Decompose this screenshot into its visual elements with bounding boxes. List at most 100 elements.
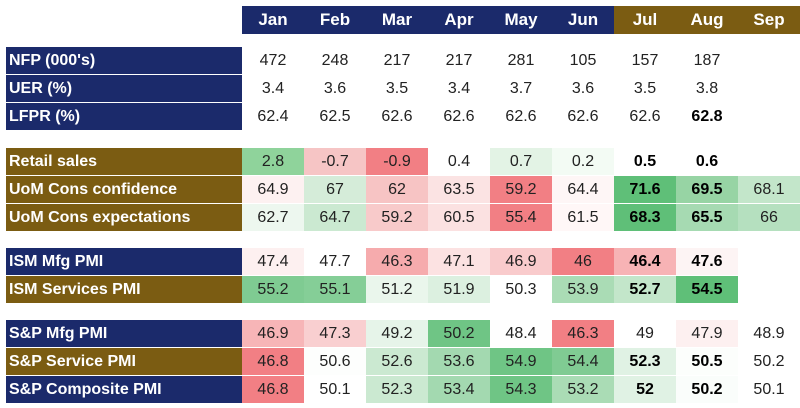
data-cell: 66	[738, 204, 800, 231]
data-cell: 53.6	[428, 348, 490, 375]
data-cell: 54.9	[490, 348, 552, 375]
data-cell: 67	[304, 176, 366, 203]
data-cell: 59.2	[366, 204, 428, 231]
data-cell: 46.9	[242, 320, 304, 347]
month-header: Sep	[738, 6, 800, 34]
data-cell: 52	[614, 376, 676, 403]
data-cell: 472	[259, 51, 287, 69]
data-cell: 157	[631, 51, 659, 69]
data-cell: 68.1	[738, 176, 800, 203]
data-cell: 65.5	[676, 204, 738, 231]
data-cell: 50.6	[304, 348, 366, 375]
data-cell: 62.8	[691, 107, 723, 125]
data-cell: 50.2	[428, 320, 490, 347]
data-cell: 3.4	[447, 79, 471, 97]
month-header: Aug	[676, 6, 738, 34]
data-cell: 46.4	[614, 248, 676, 275]
row-label: ISM Services PMI	[6, 276, 242, 303]
data-cell: 51.9	[428, 276, 490, 303]
data-cell: 46.9	[490, 248, 552, 275]
month-header: May	[490, 6, 552, 34]
data-cell: 62.4	[257, 107, 289, 125]
data-cell: 51.2	[366, 276, 428, 303]
row-label: Retail sales	[6, 148, 242, 175]
data-cell: 52.3	[366, 376, 428, 403]
data-cell: 62.6	[629, 107, 661, 125]
row-label: UoM Cons confidence	[6, 176, 242, 203]
data-cell: 50.1	[304, 376, 366, 403]
data-cell: 69.5	[676, 176, 738, 203]
data-cell: 60.5	[428, 204, 490, 231]
data-cell: 0.4	[428, 148, 490, 175]
data-cell: 0.2	[552, 148, 614, 175]
data-cell: 46.8	[242, 376, 304, 403]
data-cell: 64.9	[242, 176, 304, 203]
data-cell: 50.5	[676, 348, 738, 375]
data-cell: 2.8	[242, 148, 304, 175]
data-cell: 63.5	[428, 176, 490, 203]
data-cell: 54.4	[552, 348, 614, 375]
data-cell: 52.3	[614, 348, 676, 375]
data-cell	[738, 248, 800, 275]
data-cell	[738, 276, 800, 303]
data-cell: 46.3	[366, 248, 428, 275]
data-cell: 187	[693, 51, 721, 69]
data-cell: 53.9	[552, 276, 614, 303]
data-cell: 46.3	[552, 320, 614, 347]
data-cell: 3.6	[571, 79, 595, 97]
data-cell: 3.8	[695, 79, 719, 97]
data-cell: 71.6	[614, 176, 676, 203]
data-cell: -0.7	[304, 148, 366, 175]
data-cell: 105	[569, 51, 597, 69]
data-cell: 54.3	[490, 376, 552, 403]
data-cell: 62	[366, 176, 428, 203]
row-label: S&P Mfg PMI	[6, 320, 242, 347]
data-cell: 0.6	[695, 152, 719, 170]
data-cell: 0.7	[490, 148, 552, 175]
data-cell: 0.5	[633, 152, 657, 170]
data-cell: 64.7	[304, 204, 366, 231]
data-cell: 3.5	[633, 79, 657, 97]
data-cell: 55.4	[490, 204, 552, 231]
data-cell: 55.1	[304, 276, 366, 303]
data-cell	[738, 47, 800, 74]
data-cell: 46	[552, 248, 614, 275]
data-cell: 52.6	[366, 348, 428, 375]
data-cell: 50.2	[738, 348, 800, 375]
data-cell: 47.9	[676, 320, 738, 347]
month-header: Jun	[552, 6, 614, 34]
month-header: Jul	[614, 6, 676, 34]
data-cell: 49	[614, 320, 676, 347]
month-header: Jan	[242, 6, 304, 34]
data-cell: 64.4	[552, 176, 614, 203]
month-header: Apr	[428, 6, 490, 34]
month-header: Feb	[304, 6, 366, 34]
data-cell: 61.5	[552, 204, 614, 231]
data-cell: 53.4	[428, 376, 490, 403]
data-cell	[738, 103, 800, 130]
data-cell: 217	[445, 51, 473, 69]
data-cell	[738, 148, 800, 175]
row-label: UER (%)	[6, 75, 242, 102]
data-cell	[738, 75, 800, 102]
data-cell: 62.5	[319, 107, 351, 125]
data-cell: 3.4	[261, 79, 285, 97]
data-cell: 50.1	[738, 376, 800, 403]
data-cell: 47.4	[242, 248, 304, 275]
data-cell: 248	[321, 51, 349, 69]
data-cell: 46.8	[242, 348, 304, 375]
row-label: UoM Cons expectations	[6, 204, 242, 231]
data-cell: 49.2	[366, 320, 428, 347]
data-cell: 54.5	[676, 276, 738, 303]
row-label: S&P Composite PMI	[6, 376, 242, 403]
data-cell: 50.2	[676, 376, 738, 403]
data-cell: 50.3	[490, 276, 552, 303]
data-cell: 47.7	[304, 248, 366, 275]
data-cell: 217	[383, 51, 411, 69]
row-label: LFPR (%)	[6, 103, 242, 130]
data-cell: 3.7	[509, 79, 533, 97]
data-cell: 48.4	[490, 320, 552, 347]
month-header: Mar	[366, 6, 428, 34]
data-cell: 62.7	[242, 204, 304, 231]
